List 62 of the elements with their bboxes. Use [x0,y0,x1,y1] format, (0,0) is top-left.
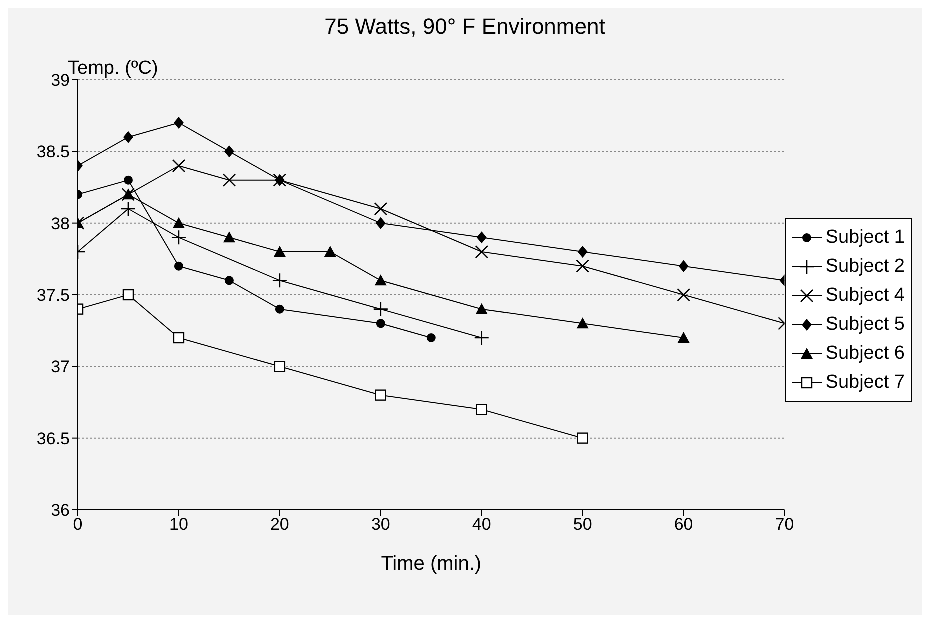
point [324,246,336,257]
point [374,274,387,286]
point [476,232,487,244]
point [274,361,286,372]
legend-label: Subject 2 [826,256,905,278]
point [475,245,489,259]
point [272,273,288,288]
point [577,432,588,444]
point [375,390,386,401]
point [120,201,136,217]
point [222,174,236,187]
legend-label: Subject 4 [826,284,905,306]
point [173,332,185,344]
legend-label: Subject 1 [826,226,905,248]
point [476,303,488,314]
y-tick-label: 38.5 [36,142,70,162]
x-tick-label: 0 [73,515,83,534]
point [426,334,436,342]
y-tick-label: 39 [51,71,70,90]
legend-label: Subject 7 [826,372,905,394]
point [578,246,588,258]
x-tick-label: 70 [775,515,794,534]
y-tick-label: 38 [51,214,70,234]
point [476,404,488,416]
x-tick-label: 40 [472,515,492,534]
point [224,146,234,158]
x-tick-label: 20 [270,515,290,534]
legend-label: Subject 5 [826,314,905,336]
x-tick-label: 50 [573,515,592,534]
point [223,232,236,243]
x-tick-label: 10 [170,515,188,534]
chart-title: 75 Watts, 90° F Environment [324,13,606,40]
point [123,131,134,144]
x-tick-label: 60 [674,515,694,534]
point [274,246,286,257]
point [171,230,187,246]
point [174,262,184,271]
point [576,318,589,329]
point [224,276,234,286]
point [678,260,689,272]
point [376,319,386,328]
point [122,289,134,301]
point [172,217,185,228]
legend-label: Subject 6 [826,342,905,364]
y-tick-label: 37 [51,358,70,377]
point [376,217,386,230]
y-tick-label: 37.5 [36,286,70,306]
y-tick-label: 36.5 [36,429,70,448]
point [474,330,490,346]
y-tick-label: 36 [51,501,70,520]
x-tick-label: 30 [371,515,390,534]
point [275,304,284,314]
point [678,332,690,343]
point [374,202,388,216]
point [677,288,690,302]
x-axis-title: Time (min.) [381,553,482,575]
point [373,302,389,317]
y-axis-title: Temp. (ºC) [68,58,158,79]
point [174,117,184,129]
point [576,260,590,273]
point [172,159,186,173]
point [124,176,133,185]
